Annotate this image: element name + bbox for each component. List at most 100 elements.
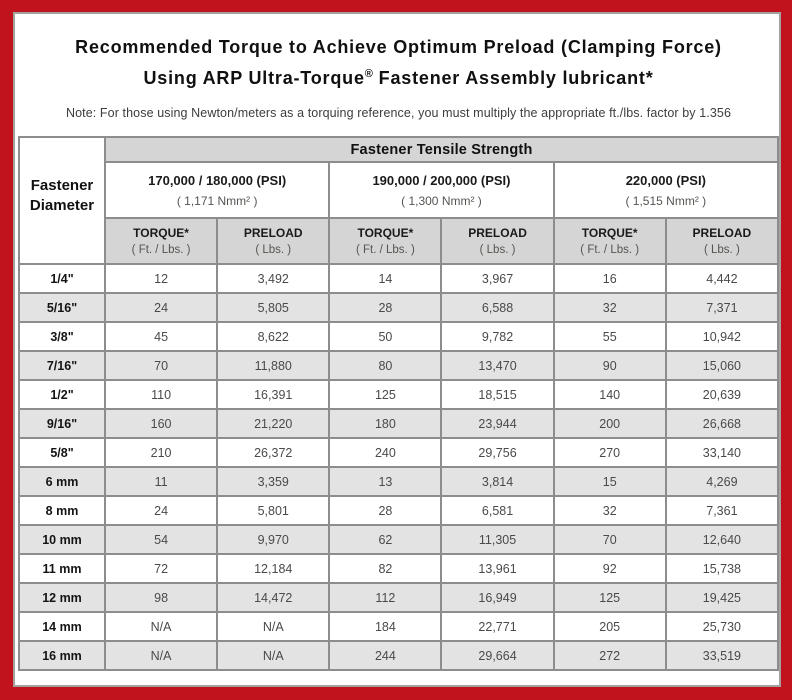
fastener-diameter-cell: 5/16" bbox=[18, 292, 106, 323]
preload-value-cell: 6,581 bbox=[440, 495, 555, 526]
preload-value-cell: 23,944 bbox=[440, 408, 555, 439]
preload-value-cell: 11,305 bbox=[440, 524, 555, 555]
sub-header-label: TORQUE* bbox=[581, 226, 638, 240]
fastener-diameter-cell: 6 mm bbox=[18, 466, 106, 497]
preload-value-cell: 21,220 bbox=[216, 408, 331, 439]
preload-value-cell: 20,639 bbox=[664, 379, 779, 410]
torque-value-cell: 112 bbox=[328, 582, 443, 613]
torque-value-cell: 12 bbox=[103, 263, 219, 294]
preload-value-cell: 3,967 bbox=[440, 263, 555, 294]
preload-value-cell: 11,880 bbox=[216, 350, 331, 381]
preload-value-cell: 12,184 bbox=[216, 553, 331, 584]
torque-value-cell: 160 bbox=[103, 408, 219, 439]
torque-value-cell: 13 bbox=[328, 466, 443, 497]
sub-header-label: TORQUE* bbox=[357, 226, 414, 240]
torque-value-cell: 45 bbox=[103, 321, 219, 352]
table-row: 5/8" 210 26,372 240 29,756 270 33,140 bbox=[18, 437, 779, 468]
nmm-label: ( 1,515 Nmm² ) bbox=[625, 193, 707, 208]
torque-value-cell: 80 bbox=[328, 350, 443, 381]
table-row: 10 mm 54 9,970 62 11,305 70 12,640 bbox=[18, 524, 779, 555]
preload-value-cell: 7,371 bbox=[664, 292, 779, 323]
fastener-diameter-cell: 11 mm bbox=[18, 553, 106, 584]
torque-spec-table: Fastener Diameter Fastener Tensile Stren… bbox=[18, 136, 779, 671]
preload-value-cell: 15,060 bbox=[664, 350, 779, 381]
fastener-diameter-cell: 7/16" bbox=[18, 350, 106, 381]
content-sheet: Recommended Torque to Achieve Optimum Pr… bbox=[13, 12, 781, 687]
torque-value-cell: 180 bbox=[328, 408, 443, 439]
sub-header-unit: ( Lbs. ) bbox=[703, 244, 740, 256]
torque-value-cell: 92 bbox=[552, 553, 667, 584]
preload-value-cell: 13,470 bbox=[440, 350, 555, 381]
torque-value-cell: 272 bbox=[552, 640, 667, 671]
torque-value-cell: 184 bbox=[328, 611, 443, 642]
torque-value-cell: 62 bbox=[328, 524, 443, 555]
fastener-diameter-cell: 1/4" bbox=[18, 263, 106, 294]
preload-value-cell: 13,961 bbox=[440, 553, 555, 584]
preload-value-cell: 26,372 bbox=[216, 437, 331, 468]
torque-value-cell: 32 bbox=[552, 292, 667, 323]
psi-header-row: 170,000 / 180,000 (PSI) ( 1,171 Nmm² ) 190… bbox=[19, 161, 779, 219]
torque-value-cell: 24 bbox=[103, 495, 219, 526]
fastener-tensile-strength-header: Fastener Tensile Strength bbox=[104, 136, 779, 163]
table-row: 1/4" 12 3,492 14 3,967 16 4,442 bbox=[18, 263, 779, 294]
torque-header-0: TORQUE* ( Ft. / Lbs. ) bbox=[103, 217, 219, 265]
torque-value-cell: 32 bbox=[552, 495, 667, 526]
preload-value-cell: 18,515 bbox=[440, 379, 555, 410]
preload-value-cell: N/A bbox=[216, 640, 331, 671]
table-row: 9/16" 160 21,220 180 23,944 200 26,668 bbox=[18, 408, 779, 439]
torque-value-cell: 205 bbox=[552, 611, 667, 642]
preload-value-cell: 10,942 bbox=[664, 321, 779, 352]
table-row: 6 mm 11 3,359 13 3,814 15 4,269 bbox=[18, 466, 779, 497]
fastener-diameter-cell: 16 mm bbox=[18, 640, 106, 671]
torque-value-cell: 28 bbox=[328, 292, 443, 323]
torque-header-2: TORQUE* ( Ft. / Lbs. ) bbox=[552, 217, 667, 265]
table-row: 14 mm N/A N/A 184 22,771 205 25,730 bbox=[18, 611, 779, 642]
preload-value-cell: 4,442 bbox=[664, 263, 779, 294]
nmm-label: ( 1,171 Nmm² ) bbox=[176, 193, 258, 208]
table-row: 3/8" 45 8,622 50 9,782 55 10,942 bbox=[18, 321, 779, 352]
torque-value-cell: 11 bbox=[103, 466, 219, 497]
preload-value-cell: 22,771 bbox=[440, 611, 555, 642]
torque-value-cell: 72 bbox=[103, 553, 219, 584]
preload-value-cell: 12,640 bbox=[664, 524, 779, 555]
torque-value-cell: 24 bbox=[103, 292, 219, 323]
preload-value-cell: 25,730 bbox=[664, 611, 779, 642]
table-row: 16 mm N/A N/A 244 29,664 272 33,519 bbox=[18, 640, 779, 671]
torque-value-cell: 125 bbox=[328, 379, 443, 410]
preload-value-cell: 33,140 bbox=[664, 437, 779, 468]
fastener-diameter-cell: 8 mm bbox=[18, 495, 106, 526]
torque-value-cell: 70 bbox=[552, 524, 667, 555]
preload-value-cell: 3,492 bbox=[216, 263, 331, 294]
torque-value-cell: 98 bbox=[103, 582, 219, 613]
strength-group-header-1: 190,000 / 200,000 (PSI) ( 1,300 Nmm² ) bbox=[328, 161, 555, 219]
preload-value-cell: 16,949 bbox=[440, 582, 555, 613]
preload-value-cell: 29,756 bbox=[440, 437, 555, 468]
table-row: 8 mm 24 5,801 28 6,581 32 7,361 bbox=[18, 495, 779, 526]
torque-value-cell: 240 bbox=[328, 437, 443, 468]
sub-header-label: PRELOAD bbox=[468, 226, 527, 240]
preload-value-cell: 5,801 bbox=[216, 495, 331, 526]
torque-value-cell: 82 bbox=[328, 553, 443, 584]
sub-header-unit: ( Ft. / Lbs. ) bbox=[580, 244, 640, 256]
torque-value-cell: 70 bbox=[103, 350, 219, 381]
torque-value-cell: 110 bbox=[103, 379, 219, 410]
torque-preload-header-row: TORQUE* ( Ft. / Lbs. ) PRELOAD ( Lbs. ) TORQ… bbox=[19, 217, 779, 265]
torque-value-cell: 50 bbox=[328, 321, 443, 352]
preload-value-cell: N/A bbox=[216, 611, 331, 642]
preload-value-cell: 9,970 bbox=[216, 524, 331, 555]
preload-value-cell: 19,425 bbox=[664, 582, 779, 613]
sub-header-label: TORQUE* bbox=[133, 226, 189, 240]
table-row: 7/16" 70 11,880 80 13,470 90 15,060 bbox=[18, 350, 779, 381]
torque-value-cell: N/A bbox=[103, 640, 219, 671]
fastener-diameter-cell: 10 mm bbox=[18, 524, 106, 555]
tensile-strength-header-row: Fastener Diameter Fastener Tensile Stren… bbox=[18, 136, 779, 265]
torque-value-cell: 200 bbox=[552, 408, 667, 439]
strength-group-header-2: 220,000 (PSI) ( 1,515 Nmm² ) bbox=[552, 161, 779, 219]
preload-value-cell: 5,805 bbox=[216, 292, 331, 323]
sub-header-label: PRELOAD bbox=[692, 226, 752, 240]
psi-label: 190,000 / 200,000 (PSI) bbox=[372, 172, 511, 188]
sub-header-unit: ( Ft. / Lbs. ) bbox=[355, 244, 415, 256]
torque-value-cell: 15 bbox=[552, 466, 667, 497]
torque-value-cell: N/A bbox=[103, 611, 219, 642]
preload-header-1: PRELOAD ( Lbs. ) bbox=[440, 217, 555, 265]
